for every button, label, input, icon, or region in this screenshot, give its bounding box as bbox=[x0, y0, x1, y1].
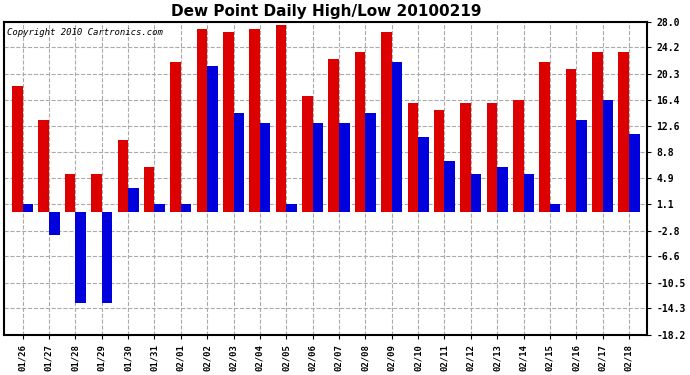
Bar bbox=[170, 62, 181, 211]
Bar bbox=[197, 28, 207, 211]
Bar bbox=[408, 103, 418, 212]
Bar bbox=[339, 123, 350, 211]
Bar bbox=[618, 52, 629, 211]
Bar bbox=[75, 211, 86, 303]
Bar bbox=[576, 120, 586, 211]
Title: Dew Point Daily High/Low 20100219: Dew Point Daily High/Low 20100219 bbox=[170, 4, 481, 19]
Bar bbox=[497, 168, 508, 211]
Bar bbox=[418, 137, 428, 212]
Bar bbox=[233, 113, 244, 212]
Bar bbox=[223, 32, 233, 211]
Bar bbox=[592, 52, 602, 211]
Bar bbox=[513, 100, 524, 211]
Bar bbox=[39, 120, 49, 211]
Bar bbox=[49, 211, 59, 235]
Bar bbox=[249, 28, 260, 211]
Bar bbox=[91, 174, 101, 211]
Bar bbox=[128, 188, 139, 211]
Bar bbox=[524, 174, 534, 211]
Bar bbox=[381, 32, 392, 211]
Bar bbox=[101, 211, 112, 303]
Bar bbox=[260, 123, 270, 211]
Bar bbox=[355, 52, 365, 211]
Bar bbox=[65, 174, 75, 211]
Bar bbox=[602, 100, 613, 211]
Bar bbox=[117, 140, 128, 212]
Bar bbox=[460, 103, 471, 212]
Bar bbox=[434, 110, 444, 212]
Bar bbox=[486, 103, 497, 212]
Bar bbox=[276, 25, 286, 211]
Bar bbox=[181, 204, 191, 212]
Bar bbox=[286, 204, 297, 212]
Bar bbox=[444, 161, 455, 212]
Bar bbox=[471, 174, 482, 211]
Bar bbox=[365, 113, 376, 212]
Bar bbox=[328, 59, 339, 211]
Bar bbox=[313, 123, 323, 211]
Bar bbox=[207, 66, 218, 211]
Bar bbox=[23, 204, 33, 212]
Bar bbox=[302, 96, 313, 211]
Bar bbox=[550, 204, 560, 212]
Text: Copyright 2010 Cartronics.com: Copyright 2010 Cartronics.com bbox=[8, 28, 164, 37]
Bar bbox=[12, 86, 23, 212]
Bar bbox=[144, 168, 155, 211]
Bar bbox=[629, 134, 640, 212]
Bar bbox=[155, 204, 165, 212]
Bar bbox=[392, 62, 402, 211]
Bar bbox=[540, 62, 550, 211]
Bar bbox=[566, 69, 576, 211]
